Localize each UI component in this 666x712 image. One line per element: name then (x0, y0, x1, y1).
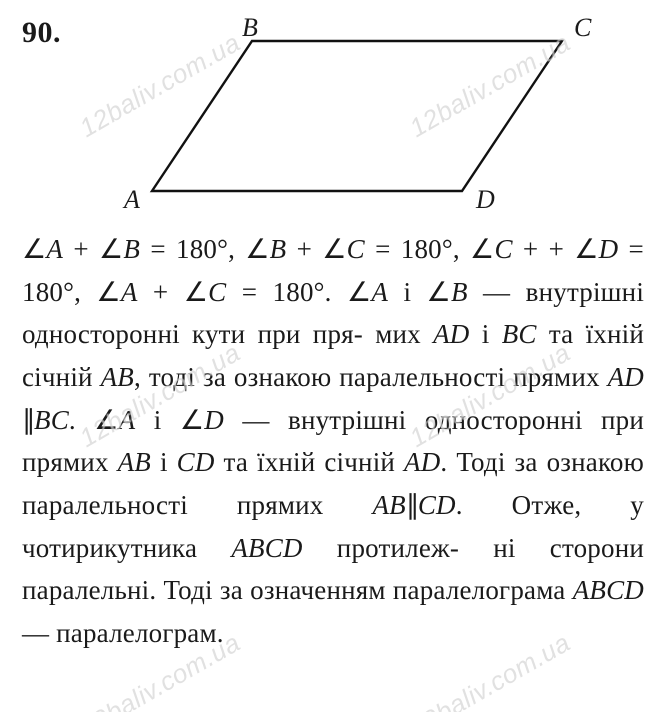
t: AD (608, 362, 644, 392)
t: B (270, 234, 287, 264)
t: C (494, 234, 512, 264)
t: ABCD (231, 533, 302, 563)
t: — (468, 277, 511, 307)
t: і (470, 319, 502, 349)
t: BC (34, 405, 69, 435)
t: протилеж- (303, 533, 459, 563)
vertex-label-d: D (476, 185, 495, 215)
t: ∠ (22, 234, 46, 264)
t: . (69, 405, 76, 435)
t: — паралелограм. (22, 618, 224, 648)
t: і ∠ (135, 405, 204, 435)
t: C (208, 277, 226, 307)
t: B (451, 277, 468, 307)
t: CD (418, 490, 456, 520)
t: AD (404, 447, 440, 477)
parallelogram-outline (152, 41, 562, 191)
vertex-label-b: B (242, 13, 258, 43)
t: = 180°, ∠ (140, 234, 270, 264)
t: A (121, 277, 138, 307)
t: мих (375, 319, 433, 349)
t: + ∠ (286, 234, 346, 264)
solution-text: ∠A + ∠B = 180°, ∠B + ∠C = 180°, ∠C + + ∠… (22, 228, 644, 655)
t: + (513, 234, 539, 264)
t: ∥ (22, 399, 34, 442)
t: = 180°, ∠ (365, 234, 495, 264)
t: B (123, 234, 140, 264)
t: AB (372, 490, 405, 520)
t: та їхній січній (215, 447, 404, 477)
t: ознакою паралельності прямих (234, 362, 608, 392)
t: = 180°. ∠ (226, 277, 371, 307)
t: AB (118, 447, 151, 477)
t: , тоді за (134, 362, 226, 392)
t: і (151, 447, 177, 477)
t: — внутрішні односторонні при (224, 405, 644, 435)
vertex-label-a: A (124, 185, 140, 215)
t: A (371, 277, 388, 307)
t: + ∠ (138, 277, 209, 307)
t: + ∠ (549, 234, 599, 264)
parallelogram-figure: A B C D (112, 16, 602, 216)
vertex-label-c: C (574, 13, 591, 43)
t: A (119, 405, 136, 435)
t: D (599, 234, 619, 264)
figure-row: 90. A B C D (22, 12, 644, 222)
t: ∥ (406, 484, 418, 527)
t: + ∠ (63, 234, 123, 264)
t: . Тоді за (440, 447, 537, 477)
t: AD (433, 319, 469, 349)
t: BC (502, 319, 537, 349)
t: CD (177, 447, 215, 477)
t: A (46, 234, 63, 264)
t: ABCD (573, 575, 644, 605)
t: і ∠ (388, 277, 451, 307)
problem-number: 90. (22, 16, 61, 50)
t: ∠ (94, 405, 118, 435)
t: AB (101, 362, 134, 392)
t: C (347, 234, 365, 264)
t: паралелограма (393, 575, 573, 605)
t: прямих (22, 447, 118, 477)
t: . (456, 490, 463, 520)
parallelogram-svg (112, 16, 602, 216)
t: D (204, 405, 224, 435)
page: 90. A B C D ∠A + ∠B = 180°, ∠B + ∠C = 18… (0, 0, 666, 712)
